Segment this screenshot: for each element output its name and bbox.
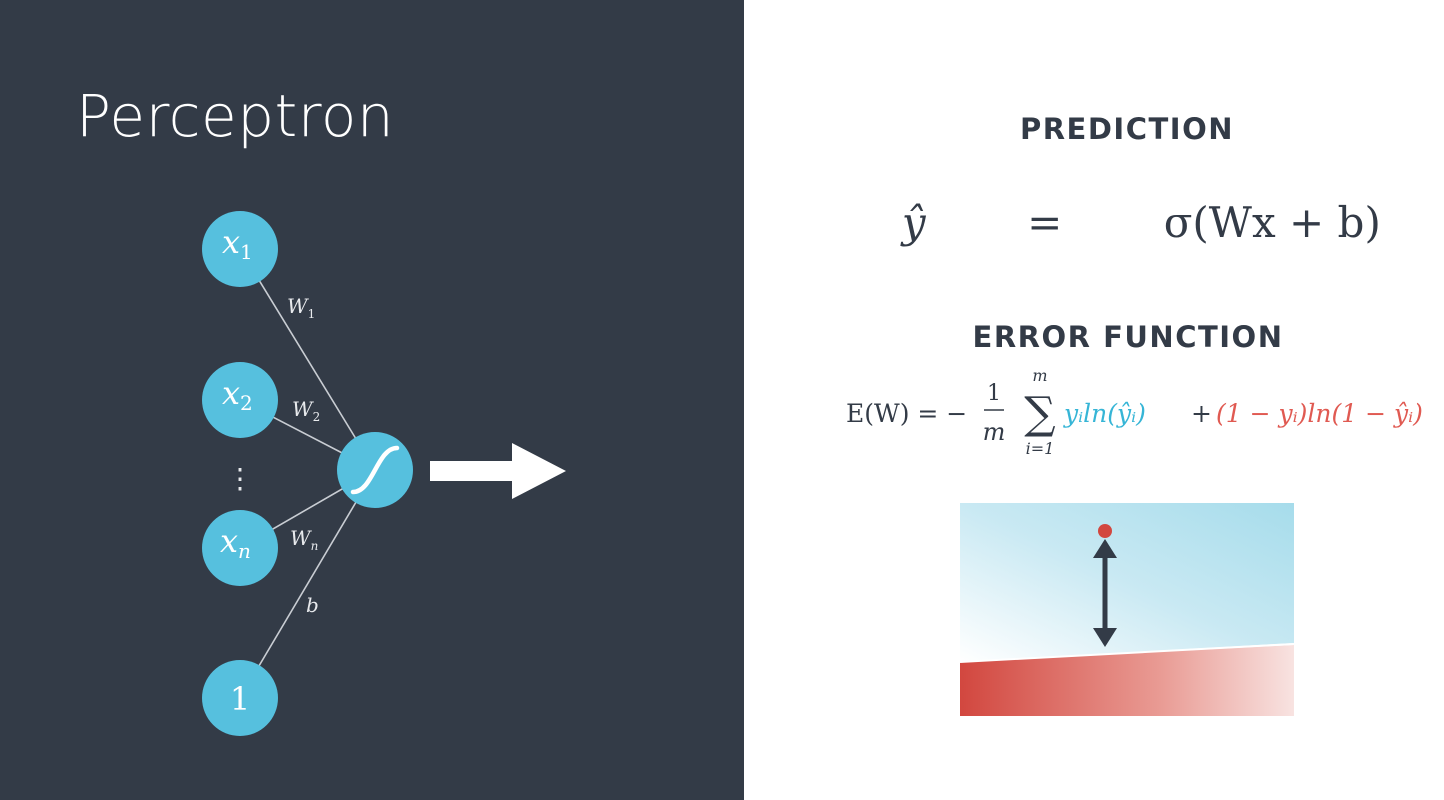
prediction-rhs: σ(Wx + b) — [1164, 198, 1381, 247]
weight-label-w2: W2 — [292, 397, 320, 424]
error-plus: + — [1191, 399, 1212, 428]
sum-upper: m — [1032, 368, 1047, 385]
weight-label-w1: W1 — [287, 294, 315, 321]
sigmoid-icon — [350, 445, 400, 495]
fraction-denominator: m — [983, 418, 1006, 446]
right-panel: PREDICTION ŷ = σ(Wx + b) ERROR FUNCTION … — [744, 0, 1444, 800]
point-icon — [1098, 524, 1112, 538]
ellipsis-dots: ⋮ — [226, 462, 254, 495]
error-function-heading: ERROR FUNCTION — [972, 320, 1284, 354]
input-node-x1: x1 — [202, 211, 278, 287]
left-panel: Perceptron W1 W2 Wn b x1 x2 ⋮ xn 1 — [0, 0, 744, 800]
positive-region — [960, 503, 1294, 662]
sum-lower: i=1 — [1026, 439, 1055, 458]
up-down-arrow-icon — [1093, 539, 1117, 647]
slide-title: Perceptron — [76, 82, 395, 150]
error-function-formula: E(W) = − 1 m m ∑ i=1 yᵢln(ŷᵢ) + (1 − yᵢ)… — [846, 368, 1423, 458]
edge-x1 — [239, 248, 376, 471]
error-term-positive: yᵢln(ŷᵢ) — [1063, 399, 1146, 428]
activation-node — [337, 432, 413, 508]
node-label-xn: xn — [220, 522, 251, 563]
node-label-x1: x1 — [222, 223, 253, 264]
svg-text:ŷ = σ(Wx + b): ŷ = σ(Wx + b) — [808, 198, 1444, 247]
right-arrow-icon — [430, 443, 566, 499]
prediction-lhs: ŷ — [900, 198, 927, 247]
error-lhs: E(W) = − — [846, 399, 967, 428]
prediction-heading: PREDICTION — [1019, 112, 1235, 146]
edge-bias — [239, 469, 376, 699]
perceptron-diagram: W1 W2 Wn b x1 x2 ⋮ xn 1 — [202, 211, 566, 736]
weight-label-b: b — [306, 593, 319, 617]
prediction-equals: = — [1027, 198, 1062, 247]
bias-node: 1 — [202, 660, 278, 736]
bias-node-label: 1 — [230, 680, 250, 718]
negative-region — [960, 645, 1294, 716]
weight-label-wn: Wn — [290, 526, 318, 553]
boundary-line — [959, 643, 1295, 663]
fraction-numerator: 1 — [987, 381, 1001, 406]
node-label-x2: x2 — [222, 374, 253, 415]
sum-symbol: ∑ — [1024, 388, 1055, 439]
prediction-formula: ŷ = σ(Wx + b) — [808, 198, 1444, 247]
input-node-x2: x2 — [202, 362, 278, 438]
error-illustration — [959, 503, 1295, 716]
input-node-xn: xn — [202, 510, 278, 586]
error-term-negative: (1 − yᵢ)ln(1 − ŷᵢ) — [1216, 399, 1423, 428]
